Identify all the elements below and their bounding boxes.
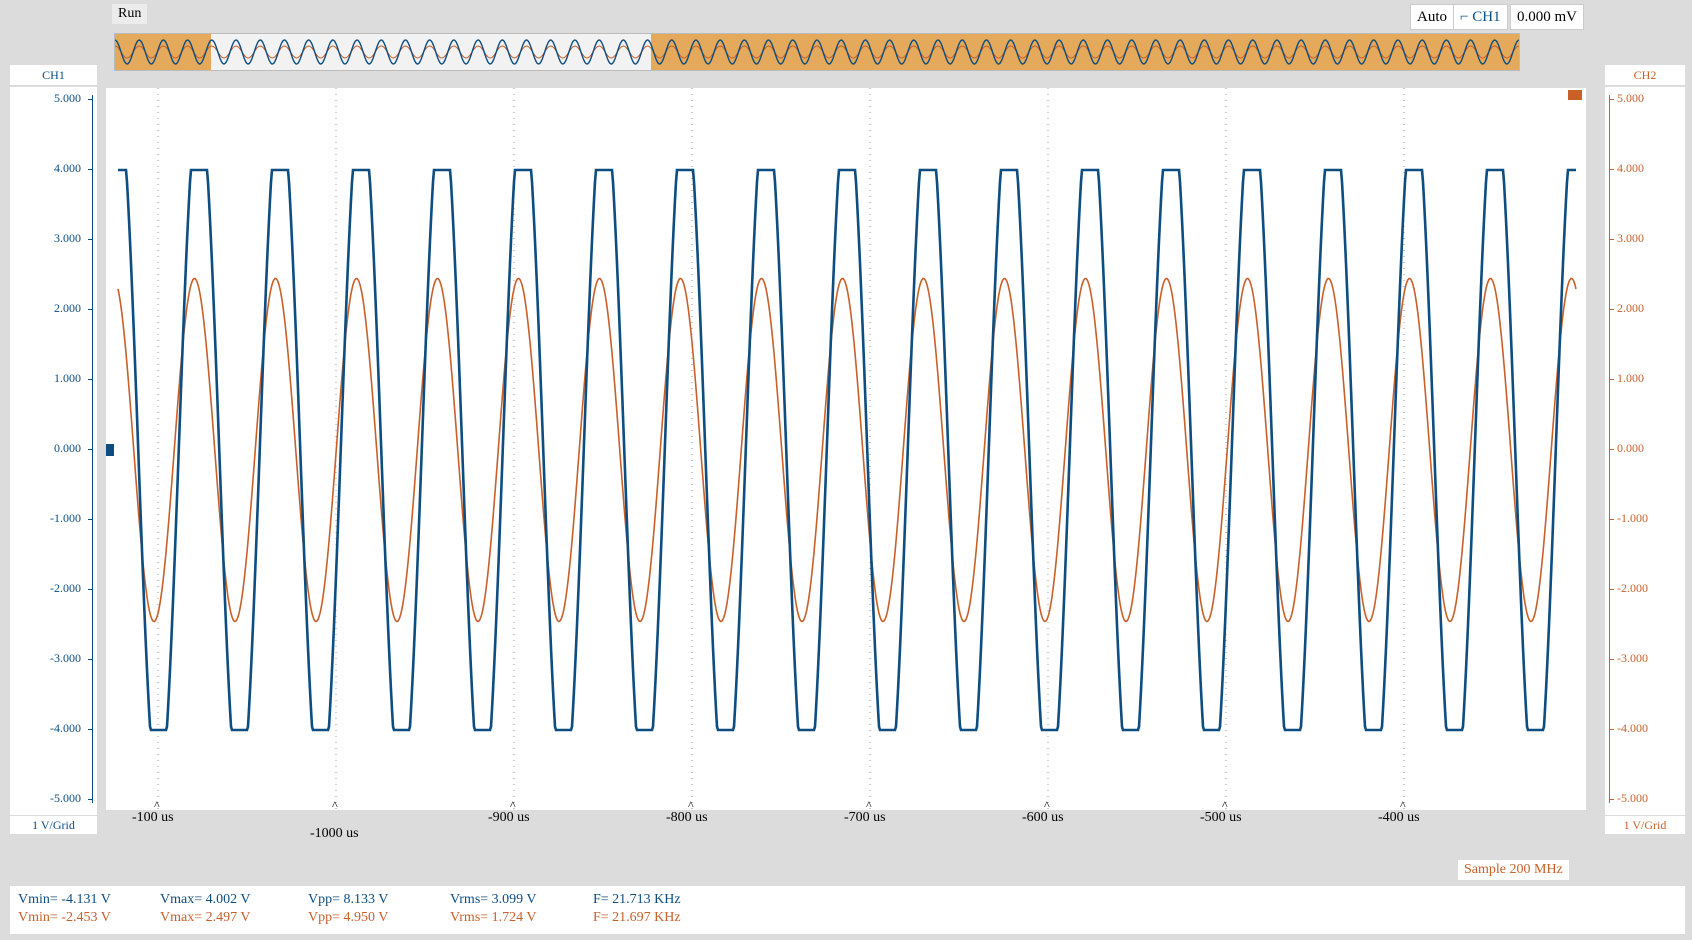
overview-waveform	[115, 34, 1519, 70]
trigger-level-marker	[1568, 90, 1582, 100]
sample-rate-label: Sample 200 MHz	[1458, 860, 1569, 880]
overview-trace	[115, 39, 1519, 65]
voltage-tick-label: 5.000	[1617, 91, 1644, 105]
voltage-tick-label: -5.000	[50, 791, 81, 805]
voltage-tick-label: 4.000	[1617, 161, 1644, 175]
time-tick-marker: ^	[1044, 798, 1050, 812]
voltage-tick-label: 3.000	[54, 231, 81, 245]
time-tick-label: -1000 us	[310, 826, 359, 841]
ch1-ground-marker	[102, 444, 114, 456]
time-tick-label: -500 us	[1200, 810, 1242, 825]
trigger-source-button[interactable]: ⌐ CH1	[1453, 4, 1508, 30]
voltage-tick-mark	[88, 379, 93, 380]
voltage-axis-line	[1609, 95, 1610, 803]
trigger-mode-button[interactable]: Auto	[1410, 4, 1454, 30]
voltage-tick-mark	[1609, 449, 1614, 450]
ch2-label[interactable]: CH2	[1605, 65, 1685, 85]
voltage-tick-label: -5.000	[1617, 791, 1648, 805]
voltage-tick-label: 0.000	[1617, 441, 1644, 455]
voltage-tick-mark	[88, 449, 93, 450]
run-button[interactable]: Run	[112, 4, 148, 24]
voltage-tick-mark	[88, 99, 93, 100]
voltage-tick-label: 2.000	[1617, 301, 1644, 315]
time-tick-label: -900 us	[488, 810, 530, 825]
overview-trace	[115, 45, 1519, 59]
voltage-tick-mark	[1609, 309, 1614, 310]
ch2-voltage-axis: 5.000 4.000 3.000 2.000 1.000 0.000 -1.000 -2.0…	[1605, 87, 1685, 815]
voltage-tick-mark	[88, 659, 93, 660]
ch2-vmin: Vmin= -2.453 V	[18, 910, 111, 925]
time-tick-marker: ^	[1222, 798, 1228, 812]
ch1-voltage-axis: 5.000 4.000 3.000 2.000 1.000 0.000 -1.000 -2.0…	[10, 87, 97, 815]
voltage-tick-mark	[1609, 729, 1614, 730]
voltage-tick-label: 0.000	[54, 441, 81, 455]
time-tick-marker: ^	[688, 798, 694, 812]
voltage-tick-mark	[1609, 799, 1614, 800]
voltage-tick-mark	[1609, 519, 1614, 520]
waveform-overview-bar[interactable]	[114, 33, 1520, 71]
ch1-label[interactable]: CH1	[10, 65, 97, 85]
time-tick-label: -400 us	[1378, 810, 1420, 825]
time-tick-marker: ^	[1400, 798, 1406, 812]
voltage-tick-label: -2.000	[50, 581, 81, 595]
ch2-scale[interactable]: 1 V/Grid	[1605, 816, 1685, 834]
rising-edge-icon: ⌐	[1460, 9, 1469, 25]
time-tick-label: -600 us	[1022, 810, 1064, 825]
voltage-tick-label: -3.000	[50, 651, 81, 665]
voltage-tick-label: 1.000	[1617, 371, 1644, 385]
ch1-waveform	[118, 168, 1576, 732]
waveform-plot	[102, 88, 1582, 810]
voltage-tick-label: -1.000	[50, 511, 81, 525]
voltage-tick-mark	[1609, 169, 1614, 170]
voltage-tick-mark	[88, 309, 93, 310]
voltage-tick-label: -4.000	[1617, 721, 1648, 735]
trigger-source-label: CH1	[1472, 9, 1501, 25]
ch2-vpp: Vpp= 4.950 V	[308, 910, 389, 925]
voltage-tick-mark	[1609, 589, 1614, 590]
ch1-vmin: Vmin= -4.131 V	[18, 892, 111, 907]
ch1-vmax: Vmax= 4.002 V	[160, 892, 251, 907]
time-tick-label: -800 us	[666, 810, 708, 825]
voltage-tick-mark	[88, 169, 93, 170]
time-tick-label: -700 us	[844, 810, 886, 825]
voltage-tick-mark	[88, 799, 93, 800]
voltage-tick-mark	[1609, 99, 1614, 100]
voltage-tick-label: 5.000	[54, 91, 81, 105]
ch2-vmax: Vmax= 2.497 V	[160, 910, 251, 925]
trigger-level-value[interactable]: 0.000 mV	[1510, 4, 1584, 30]
ch1-vrms: Vrms= 3.099 V	[450, 892, 537, 907]
ch1-vpp: Vpp= 8.133 V	[308, 892, 389, 907]
time-tick-marker: ^	[332, 798, 338, 812]
voltage-tick-label: -4.000	[50, 721, 81, 735]
voltage-tick-label: -1.000	[1617, 511, 1648, 525]
voltage-tick-label: -3.000	[1617, 651, 1648, 665]
time-tick-marker: ^	[154, 798, 160, 812]
voltage-tick-mark	[1609, 659, 1614, 660]
ch1-frequency: F= 21.713 KHz	[593, 892, 681, 907]
time-tick-label: -100 us	[132, 810, 174, 825]
time-axis: -100 us ^ -1000 us ^ -900 us ^ -800 us ^ -700 us…	[106, 798, 1586, 841]
voltage-tick-label: -2.000	[1617, 581, 1648, 595]
voltage-tick-mark	[1609, 379, 1614, 380]
ch2-vrms: Vrms= 1.724 V	[450, 910, 537, 925]
voltage-tick-label: 1.000	[54, 371, 81, 385]
voltage-tick-label: 2.000	[54, 301, 81, 315]
time-tick-marker: ^	[510, 798, 516, 812]
measurement-panel: Vmin= -4.131 V Vmax= 4.002 V Vpp= 8.133 …	[10, 886, 1685, 934]
ch1-scale[interactable]: 1 V/Grid	[10, 816, 97, 834]
voltage-axis-line	[92, 95, 93, 803]
scope-plot-area[interactable]	[102, 88, 1586, 810]
voltage-tick-label: 3.000	[1617, 231, 1644, 245]
ch2-waveform	[117, 277, 1577, 623]
voltage-tick-label: 4.000	[54, 161, 81, 175]
ch2-frequency: F= 21.697 KHz	[593, 910, 681, 925]
time-tick-marker: ^	[866, 798, 872, 812]
voltage-tick-mark	[88, 729, 93, 730]
voltage-tick-mark	[88, 519, 93, 520]
voltage-tick-mark	[88, 239, 93, 240]
voltage-tick-mark	[88, 589, 93, 590]
voltage-tick-mark	[1609, 239, 1614, 240]
